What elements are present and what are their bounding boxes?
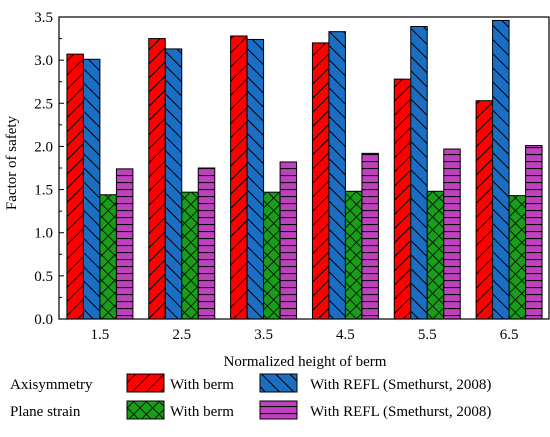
- axes-group: 1.5 2.5 3.5 4.5 5.5 6.5 0.0 0.5 1.0 1.5 2.0 2.5 3.0 3…: [34, 10, 550, 343]
- legend-group-label: Plane strain: [10, 404, 81, 420]
- bars-group: [66, 19, 543, 320]
- bar-1-3: [328, 31, 346, 320]
- bar-2-4: [426, 190, 445, 320]
- x-tick-label: 1.5: [91, 327, 110, 343]
- bar-3-1: [197, 167, 216, 320]
- bar-0-4: [393, 78, 412, 320]
- x-tick-label: 5.5: [418, 327, 437, 343]
- legend-group-label: Axisymmetry: [10, 377, 93, 393]
- bar-3-5: [525, 145, 543, 320]
- legend-swatch-3: [259, 400, 298, 420]
- legend-label-1: With REFL (Smethurst, 2008): [310, 377, 491, 393]
- legend-swatch-2: [126, 400, 165, 420]
- bar-1-0: [82, 58, 101, 320]
- bar-1-4: [410, 25, 428, 320]
- legend-label-2: With berm: [170, 404, 234, 420]
- y-tick-label: 3.5: [34, 10, 53, 26]
- bar-0-2: [230, 35, 248, 320]
- y-tick-label: 3.0: [34, 53, 53, 69]
- x-tick-label: 2.5: [172, 327, 191, 343]
- bar-3-0: [115, 168, 134, 320]
- bar-2-5: [508, 195, 527, 320]
- bar-1-2: [246, 38, 265, 320]
- bar-0-0: [66, 53, 84, 320]
- x-axis-label: Normalized height of berm: [224, 354, 387, 370]
- y-axis-label: Factor of safety: [4, 115, 20, 210]
- y-tick-label: 0.5: [34, 269, 53, 285]
- bar-2-2: [263, 191, 281, 320]
- bar-3-2: [279, 161, 298, 320]
- x-tick-label: 3.5: [254, 327, 273, 343]
- legend-label-3: With REFL (Smethurst, 2008): [310, 404, 491, 420]
- bar-1-5: [492, 19, 510, 320]
- legend-swatch-1: [259, 373, 298, 393]
- bar-0-1: [148, 38, 166, 320]
- y-tick-label: 1.5: [34, 183, 53, 199]
- bar-3-4: [443, 148, 461, 320]
- legend-label-0: With berm: [170, 377, 234, 393]
- bar-2-1: [181, 191, 199, 320]
- legend-swatch-0: [126, 373, 165, 393]
- bar-2-3: [344, 190, 363, 320]
- x-tick-label: 6.5: [500, 327, 519, 343]
- y-tick-label: 2.0: [34, 139, 53, 155]
- y-tick-label: 2.5: [34, 96, 53, 112]
- y-tick-label: 0.0: [34, 312, 53, 328]
- bar-1-1: [164, 48, 183, 320]
- legend: Axisymmetry With berm With REFL (Smethurst…: [10, 373, 491, 420]
- y-tick-label: 1.0: [34, 226, 53, 242]
- bar-3-3: [361, 152, 379, 320]
- bar-0-5: [475, 100, 494, 320]
- x-tick-label: 4.5: [336, 327, 355, 343]
- bar-0-3: [311, 42, 330, 320]
- bar-2-0: [99, 194, 117, 320]
